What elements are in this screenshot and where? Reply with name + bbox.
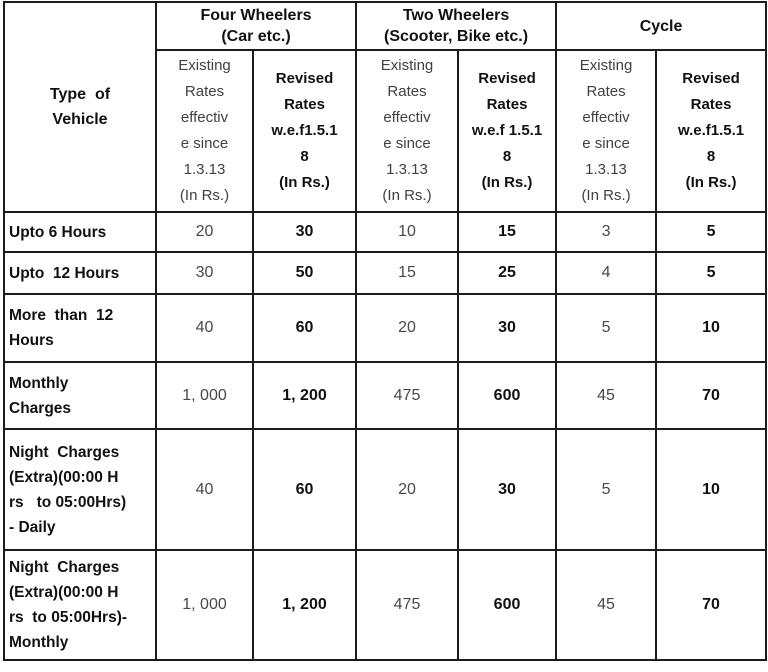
- table-row-monthly-charges: Monthly Charges 1, 000 1, 200 475 600 45…: [3, 361, 768, 430]
- existing-rate-cell: 20: [155, 211, 254, 253]
- existing-rate-cell: 30: [155, 251, 254, 295]
- revised-rate-cell: 25: [457, 251, 558, 295]
- existing-rate-cell: 20: [355, 293, 460, 363]
- row-label-monthly-charges: Monthly Charges: [3, 361, 157, 430]
- table-row-more-than-12-hours: More than 12 Hours 40 60 20 30 5 10: [3, 293, 768, 363]
- parking-rates-table: Type of Vehicle Four Wheelers (Car etc.)…: [3, 1, 768, 661]
- sub-header-row: Existing Rates effectiv e since 1.3.13 (…: [4, 49, 768, 213]
- revised-rate-cell: 5: [655, 251, 768, 295]
- existing-rate-cell: 20: [355, 428, 460, 551]
- subheader-existing-four-wheelers: Existing Rates effectiv e since 1.3.13 (…: [155, 49, 254, 213]
- revised-rate-cell: 15: [457, 211, 558, 253]
- existing-rate-cell: 1, 000: [155, 361, 254, 430]
- existing-rate-cell: 4: [555, 251, 658, 295]
- revised-rate-cell: 30: [251, 211, 358, 253]
- row-label-upto-6-hours: Upto 6 Hours: [3, 211, 157, 253]
- existing-rate-cell: 40: [155, 293, 254, 363]
- existing-rate-cell: 475: [355, 549, 460, 661]
- revised-rate-cell: 1, 200: [251, 549, 358, 661]
- existing-rate-cell: 40: [155, 428, 254, 551]
- group-header-two-wheelers: Two Wheelers (Scooter, Bike etc.): [355, 1, 558, 51]
- revised-rate-cell: 30: [457, 293, 558, 363]
- subheader-existing-cycle: Existing Rates effectiv e since 1.3.13 (…: [555, 49, 658, 213]
- existing-rate-cell: 5: [555, 428, 658, 551]
- revised-rate-cell: 60: [251, 428, 358, 551]
- existing-rate-cell: 10: [355, 211, 460, 253]
- revised-rate-cell: 10: [655, 293, 768, 363]
- corner-header-type-of-vehicle: Type of Vehicle: [3, 1, 157, 213]
- subheader-revised-cycle: Revised Rates w.e.f1.5.1 8 (In Rs.): [655, 49, 768, 213]
- existing-rate-cell: 45: [555, 549, 658, 661]
- revised-rate-cell: 50: [251, 251, 358, 295]
- revised-rate-cell: 5: [655, 211, 768, 253]
- revised-rate-cell: 60: [251, 293, 358, 363]
- revised-rate-cell: 70: [655, 361, 768, 430]
- row-label-upto-12-hours: Upto 12 Hours: [3, 251, 157, 295]
- revised-rate-cell: 30: [457, 428, 558, 551]
- group-header-four-wheelers: Four Wheelers (Car etc.): [154, 1, 358, 51]
- table-row-upto-12-hours: Upto 12 Hours 30 50 15 25 4 5: [3, 251, 768, 295]
- table-row-night-charges-daily: Night Charges (Extra)(00:00 H rs to 05:0…: [3, 428, 768, 551]
- revised-rate-cell: 600: [457, 361, 558, 430]
- table-row-night-charges-monthly: Night Charges (Extra)(00:00 H rs to 05:0…: [3, 549, 768, 661]
- existing-rate-cell: 15: [355, 251, 460, 295]
- revised-rate-cell: 600: [457, 549, 558, 661]
- subheader-existing-two-wheelers: Existing Rates effectiv e since 1.3.13 (…: [355, 49, 460, 213]
- subheader-revised-four-wheelers: Revised Rates w.e.f1.5.1 8 (In Rs.): [251, 49, 358, 213]
- existing-rate-cell: 45: [555, 361, 658, 430]
- existing-rate-cell: 3: [555, 211, 658, 253]
- existing-rate-cell: 5: [555, 293, 658, 363]
- row-label-more-than-12-hours: More than 12 Hours: [3, 293, 157, 363]
- row-label-night-charges-daily: Night Charges (Extra)(00:00 H rs to 05:0…: [3, 428, 157, 551]
- revised-rate-cell: 10: [655, 428, 768, 551]
- revised-rate-cell: 70: [655, 549, 768, 661]
- group-header-cycle: Cycle: [555, 1, 768, 51]
- existing-rate-cell: 1, 000: [155, 549, 254, 661]
- revised-rate-cell: 1, 200: [251, 361, 358, 430]
- row-label-night-charges-monthly: Night Charges (Extra)(00:00 H rs to 05:0…: [3, 549, 157, 661]
- existing-rate-cell: 475: [355, 361, 460, 430]
- table-row-upto-6-hours: Upto 6 Hours 20 30 10 15 3 5: [3, 211, 768, 253]
- subheader-revised-two-wheelers: Revised Rates w.e.f 1.5.1 8 (In Rs.): [457, 49, 558, 213]
- group-header-row: Type of Vehicle Four Wheelers (Car etc.)…: [3, 1, 768, 213]
